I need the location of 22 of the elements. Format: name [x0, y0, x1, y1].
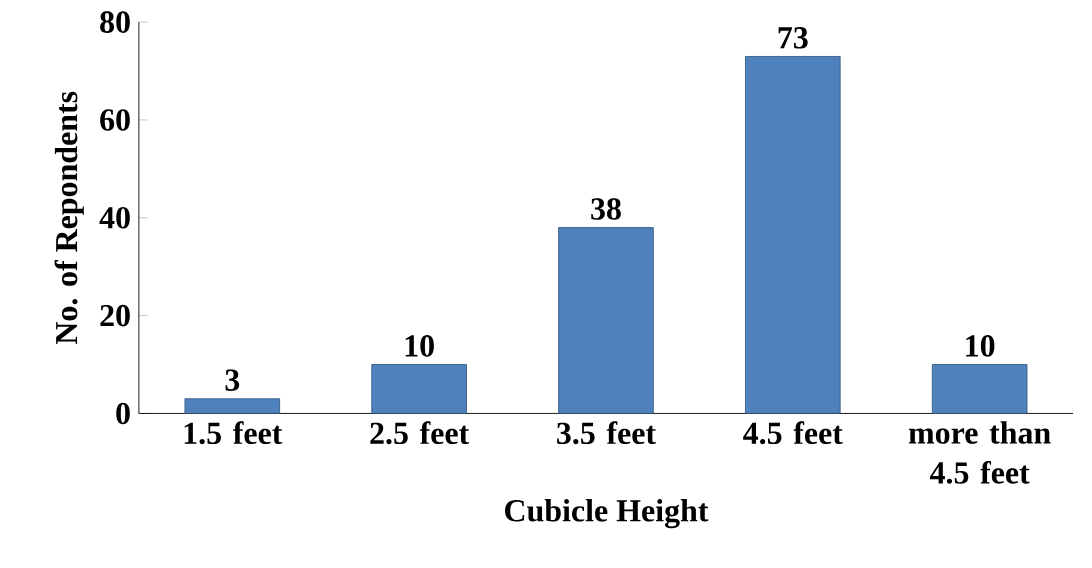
bar: [558, 227, 654, 414]
x-tick-label: 4.5 feet: [743, 421, 843, 445]
bar: [184, 398, 281, 414]
bar: [745, 55, 841, 414]
y-axis-title: No. of Repondents: [54, 91, 84, 345]
x-tick-label: more than 4.5 feet: [908, 421, 1051, 484]
y-tick-label: 80: [100, 11, 130, 33]
data-label: 38: [591, 198, 621, 220]
y-tick-label: 0: [116, 402, 130, 425]
y-tick-label: 20: [100, 304, 130, 327]
data-label: 10: [405, 335, 434, 357]
bar: [371, 364, 467, 414]
x-axis-title: Cubicle Height: [505, 499, 709, 529]
x-tick-label: 2.5 feet: [370, 421, 470, 445]
data-label: 10: [966, 335, 995, 357]
x-tick-label: 1.5 feet: [184, 421, 283, 445]
y-tick-label: 60: [100, 109, 130, 131]
data-label: 73: [778, 26, 808, 49]
bar: [931, 364, 1028, 414]
data-label: 3: [225, 369, 240, 391]
y-tick-label: 40: [99, 206, 130, 229]
x-tick-label: 3.5 feet: [557, 421, 656, 445]
